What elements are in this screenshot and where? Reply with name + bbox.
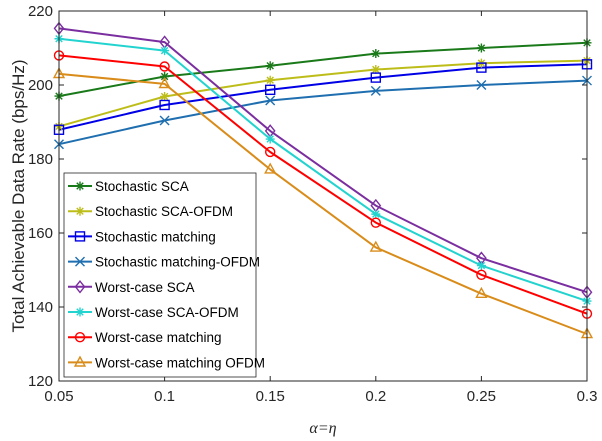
x-tick-label: 0.15 (256, 388, 285, 405)
y-tick-label: 120 (28, 373, 53, 390)
x-axis-title: α=η (309, 420, 336, 437)
data-point (475, 286, 488, 298)
x-tick-label: 0.3 (577, 388, 598, 405)
plot-frame (58, 10, 588, 382)
series-line-1 (58, 41, 588, 98)
series-line-8 (58, 72, 588, 335)
legend-marker (74, 231, 86, 242)
y-tick-label: 180 (28, 151, 53, 168)
data-point (369, 240, 382, 252)
legend-item: Worst-case SCA (68, 280, 195, 295)
data-point (159, 99, 170, 111)
legend-item: Worst-case SCA-OFDM (68, 305, 239, 320)
legend-item: Stochastic SCA-OFDM (68, 204, 233, 219)
series-line-6 (58, 37, 588, 303)
y-axis-title: Total Achievable Data Rate (bps/Hz) (9, 59, 28, 332)
x-tick-label: 0.2 (365, 388, 386, 405)
series-lines (58, 27, 588, 335)
data-point (158, 77, 171, 89)
data-point (371, 64, 381, 74)
legend-marker (75, 206, 85, 216)
data-point (265, 61, 275, 71)
legend-item: Stochastic matching (68, 229, 216, 244)
x-tick-label: 0.1 (154, 388, 175, 405)
legend-item: Stochastic SCA (68, 179, 189, 194)
data-point (160, 71, 170, 81)
legend-item: Worst-case matching OFDM (68, 355, 265, 370)
data-point (265, 84, 276, 96)
legend-label: Stochastic SCA-OFDM (95, 204, 233, 219)
axis-ticks: 0.05 0.1 0.15 0.2 0.25 0.3 120 140 160 180 200 220 (28, 3, 597, 405)
legend: Stochastic SCA Stochastic SCA-OFDM Stochas… (63, 172, 265, 378)
legend-label: Worst-case matching OFDM (95, 355, 265, 370)
legend-marker (75, 256, 85, 267)
legend-label: Worst-case matching (95, 330, 222, 345)
legend-label: Worst-case SCA (95, 280, 195, 295)
legend-marker (74, 332, 86, 343)
legend-marker (75, 307, 85, 317)
legend-label: Stochastic matching (95, 229, 216, 244)
data-point (476, 62, 487, 73)
legend-box (63, 172, 257, 378)
legend-label: Stochastic matching-OFDM (95, 255, 260, 270)
data-point (371, 209, 381, 219)
data-point (476, 43, 486, 53)
series-line-5 (58, 27, 588, 294)
data-point (476, 261, 486, 271)
series-line-4 (58, 79, 588, 146)
data-point (160, 91, 170, 101)
data-point (370, 217, 381, 228)
legend-label: Stochastic SCA (95, 179, 189, 194)
x-tick-label: 0.05 (44, 388, 73, 405)
legend-marker (73, 355, 87, 367)
y-tick-label: 220 (28, 3, 53, 20)
data-point (265, 75, 275, 85)
y-tick-label: 200 (28, 77, 53, 94)
data-point (160, 46, 170, 56)
series-line-3 (58, 63, 588, 131)
data-point (370, 85, 381, 96)
legend-item: Stochastic matching-OFDM (68, 255, 260, 270)
x-tick-label: 0.25 (467, 388, 496, 405)
data-point (264, 162, 277, 174)
data-point (159, 115, 170, 126)
series-line-2 (58, 59, 588, 128)
data-point (476, 269, 487, 281)
data-point (265, 134, 275, 144)
data-point (476, 80, 487, 90)
legend-item: Worst-case matching (68, 330, 222, 345)
data-point (265, 146, 276, 158)
series-line-7 (58, 54, 588, 315)
data-point (370, 72, 381, 83)
data-point (265, 95, 276, 106)
legend-marker (75, 181, 85, 191)
legend-marker (74, 280, 86, 294)
data-point (371, 49, 381, 59)
legend-label: Worst-case SCA-OFDM (95, 305, 239, 320)
data-point (159, 61, 170, 72)
y-tick-label: 140 (28, 299, 53, 316)
y-tick-label: 160 (28, 225, 53, 242)
